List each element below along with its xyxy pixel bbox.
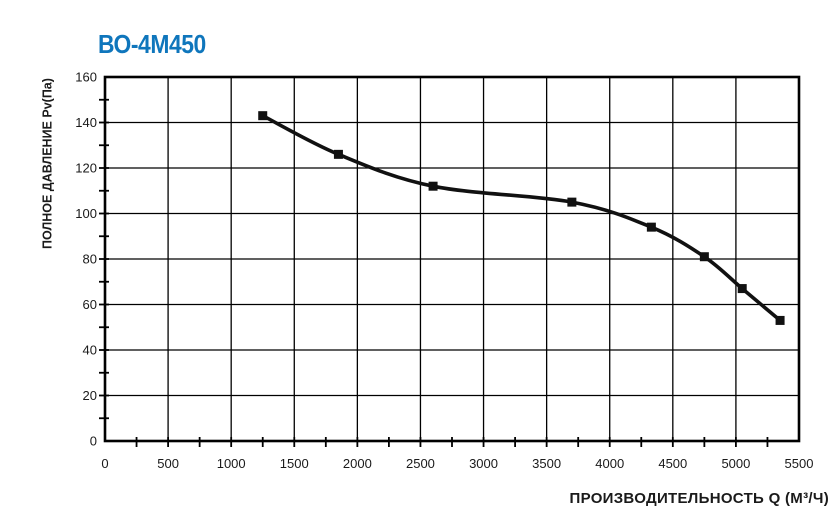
x-tick-label: 5000 [721, 456, 750, 471]
x-tick-label: 0 [101, 456, 108, 471]
y-tick-label: 60 [83, 297, 97, 312]
x-tick-label: 500 [157, 456, 179, 471]
x-tick-label: 1000 [217, 456, 246, 471]
data-point-marker [699, 252, 709, 262]
y-tick-label: 0 [90, 434, 97, 449]
y-tick-label: 100 [75, 206, 97, 221]
y-tick-label: 160 [75, 70, 97, 85]
performance-curve [260, 113, 782, 323]
data-point-marker [646, 222, 656, 232]
y-tick-label: 140 [75, 115, 97, 130]
chart-title: ВО-4М450 [98, 29, 206, 59]
x-tick-label: 2500 [406, 456, 435, 471]
data-point-marker [333, 149, 343, 159]
x-tick-label: 5500 [785, 456, 814, 471]
x-axis-title: ПРОИЗВОДИТЕЛЬНОСТЬ Q (М³/Ч) [569, 490, 829, 507]
data-point-marker [737, 284, 747, 294]
x-tick-label: 2000 [343, 456, 372, 471]
y-tick-label: 40 [83, 343, 97, 358]
x-tick-label: 4000 [595, 456, 624, 471]
data-point-marker [775, 315, 785, 325]
y-tick-label: 120 [75, 161, 97, 176]
y-tick-label: 20 [83, 388, 97, 403]
data-point-marker [428, 181, 438, 191]
x-tick-label: 1500 [280, 456, 309, 471]
y-tick-label: 80 [83, 252, 97, 267]
data-point-marker [567, 197, 577, 207]
x-tick-label: 3000 [469, 456, 498, 471]
x-tick-label: 3500 [532, 456, 561, 471]
x-tick-label: 4500 [658, 456, 687, 471]
data-point-marker [258, 111, 268, 121]
y-axis-title: ПОЛНОЕ ДАВЛЕНИЕ Pv(Па) [40, 78, 55, 249]
